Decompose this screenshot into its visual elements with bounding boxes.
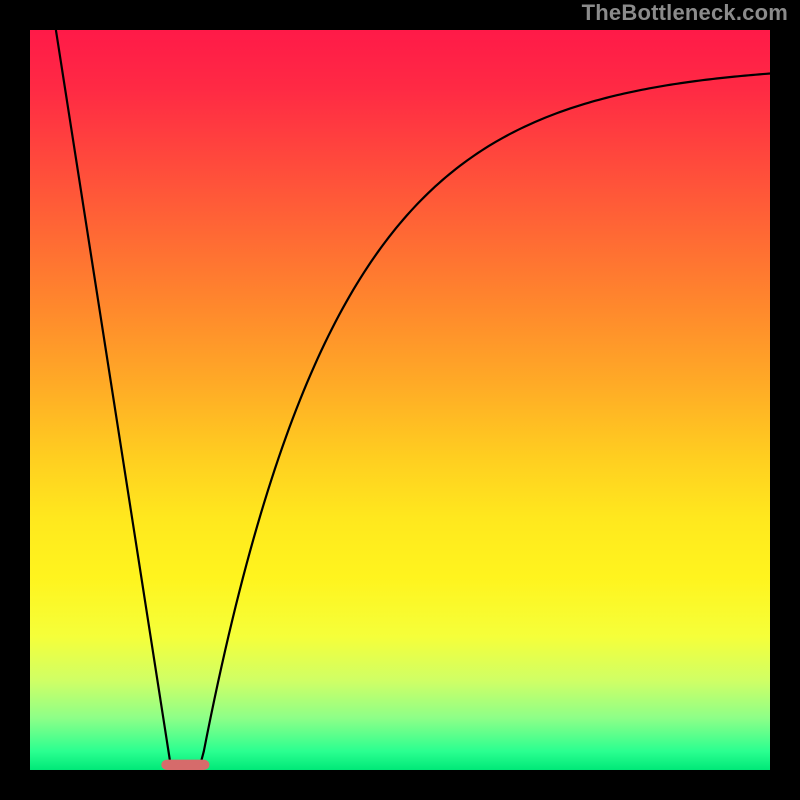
bottleneck-chart-svg: [0, 0, 800, 800]
bottleneck-marker: [161, 760, 209, 770]
attribution-label: TheBottleneck.com: [582, 0, 788, 26]
gradient-background: [30, 30, 770, 770]
chart-container: TheBottleneck.com: [0, 0, 800, 800]
